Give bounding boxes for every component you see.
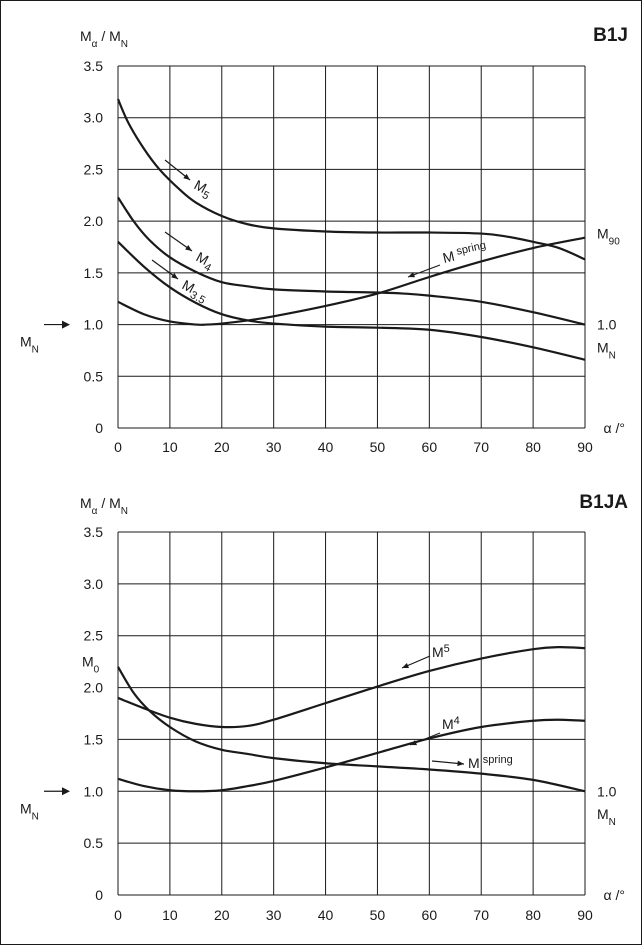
y-tick-label: 2.5: [84, 161, 104, 177]
y-tick-label: 2.0: [84, 213, 104, 229]
x-tick-label: 20: [214, 907, 230, 923]
y-tick-label: 0: [95, 420, 103, 436]
chart-0-grid: [117, 65, 586, 429]
series-label-arrowhead: [457, 760, 464, 767]
x-axis-label: α /°: [604, 420, 625, 436]
mn-marker-arrowhead: [62, 320, 70, 329]
series-line-m4: [117, 196, 586, 326]
y-tick-label: 0.5: [84, 835, 104, 851]
y-tick-label: 1.5: [84, 731, 104, 747]
x-tick-label: 80: [525, 907, 541, 923]
mn-marker-label: MN: [20, 334, 39, 356]
right-axis-label: 1.0: [597, 317, 617, 333]
x-tick-label: 10: [162, 439, 178, 455]
y-tick-label: 2.0: [84, 680, 104, 696]
series-label-arrowhead: [402, 662, 409, 668]
x-axis-label: α /°: [604, 887, 625, 903]
series-label-arrowhead: [185, 245, 192, 251]
series-line-m5: [117, 646, 586, 729]
x-tick-label: 0: [114, 907, 122, 923]
series-line-m-spring: [117, 666, 586, 793]
series-line-m3-5: [117, 241, 586, 361]
x-tick-label: 0: [114, 439, 122, 455]
x-tick-label: 90: [577, 907, 593, 923]
series-line-m4: [117, 718, 586, 793]
x-tick-label: 30: [266, 439, 282, 455]
right-axis-label: MN: [597, 806, 616, 828]
series-label: M4: [192, 249, 217, 275]
mn-marker-label: MN: [20, 800, 39, 822]
y-tick-label: 3.5: [84, 524, 104, 540]
y-tick-label: 2.5: [84, 628, 104, 644]
series-label: M5: [432, 643, 450, 660]
right-axis-label: 1.0: [597, 783, 617, 799]
x-tick-label: 70: [473, 439, 489, 455]
series-label-arrowhead: [408, 272, 415, 278]
x-tick-label: 70: [473, 907, 489, 923]
series-label-arrowhead: [410, 740, 417, 746]
y-tick-label: 1.0: [84, 317, 104, 333]
chart-1-grid: [117, 531, 586, 896]
x-tick-label: 80: [525, 439, 541, 455]
series-label: M spring: [468, 754, 513, 771]
y-tick-label: 0.5: [84, 368, 104, 384]
y-tick-label: 1.5: [84, 265, 104, 281]
left-axis-label: M0: [82, 654, 100, 676]
series-label: M4: [442, 715, 460, 732]
y-tick-label: 0: [95, 887, 103, 903]
x-tick-label: 90: [577, 439, 593, 455]
y-axis-label: Mα / MN: [80, 495, 128, 517]
y-axis-label: Mα / MN: [80, 28, 128, 50]
x-tick-label: 10: [162, 907, 178, 923]
series-line-m-spring: [117, 236, 586, 326]
chart-title: B1J: [593, 25, 628, 46]
x-tick-label: 60: [422, 439, 438, 455]
right-axis-label: M90: [597, 226, 620, 248]
x-tick-label: 40: [318, 907, 334, 923]
series-line-m5: [116, 98, 586, 261]
y-tick-label: 3.0: [84, 110, 104, 126]
x-tick-label: 60: [422, 907, 438, 923]
x-tick-label: 50: [370, 439, 386, 455]
x-tick-label: 20: [214, 439, 230, 455]
x-tick-label: 40: [318, 439, 334, 455]
series-label: M3.5: [178, 277, 211, 307]
series-label: M5: [190, 177, 215, 203]
chart-title: B1JA: [579, 492, 628, 513]
x-tick-label: 30: [266, 907, 282, 923]
mn-marker-arrowhead: [62, 787, 70, 796]
series-label-arrowhead: [171, 272, 178, 279]
series-label-arrowhead: [183, 173, 190, 180]
y-tick-label: 1.0: [84, 783, 104, 799]
y-tick-label: 3.5: [84, 58, 104, 74]
y-tick-label: 3.0: [84, 576, 104, 592]
x-tick-label: 50: [370, 907, 386, 923]
right-axis-label: MN: [597, 339, 616, 361]
